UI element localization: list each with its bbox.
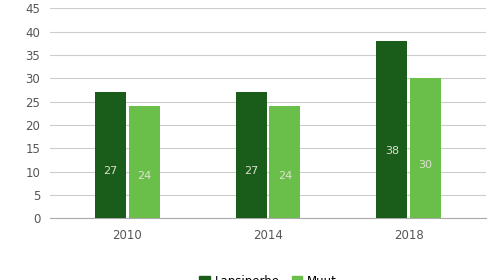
Bar bbox=[270, 106, 301, 218]
Bar bbox=[95, 92, 126, 218]
Bar bbox=[376, 41, 407, 218]
Text: 24: 24 bbox=[137, 171, 151, 181]
Bar bbox=[129, 106, 160, 218]
Text: 24: 24 bbox=[278, 171, 292, 181]
Legend: Lapsiperhe, Muut: Lapsiperhe, Muut bbox=[194, 270, 342, 280]
Text: 27: 27 bbox=[244, 165, 259, 176]
Text: 27: 27 bbox=[103, 165, 118, 176]
Bar bbox=[235, 92, 267, 218]
Bar bbox=[410, 78, 441, 218]
Text: 38: 38 bbox=[385, 146, 399, 156]
Text: 30: 30 bbox=[418, 160, 432, 170]
